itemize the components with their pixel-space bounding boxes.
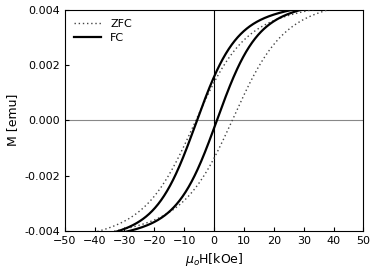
Y-axis label: M [emu]: M [emu]: [6, 94, 18, 147]
X-axis label: $\mu_o$H[kOe]: $\mu_o$H[kOe]: [185, 252, 243, 269]
Legend: ZFC, FC: ZFC, FC: [70, 15, 135, 47]
